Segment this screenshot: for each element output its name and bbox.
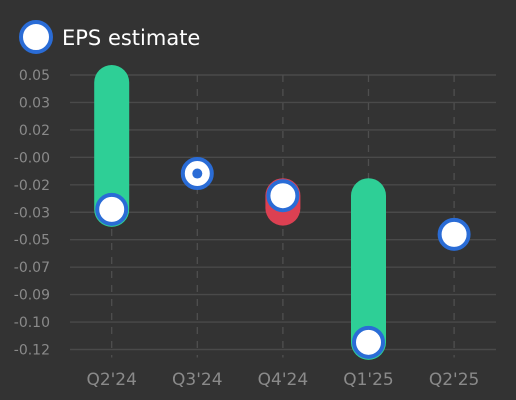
estimate-marker-dot — [192, 168, 203, 179]
y-tick-label: -0.10 — [14, 315, 50, 331]
y-tick-label: -0.00 — [14, 150, 50, 166]
legend[interactable]: EPS estimate — [19, 20, 200, 54]
y-tick-label: 0.02 — [19, 123, 50, 139]
x-tick-label: Q4'24 — [258, 370, 309, 390]
estimate-marker — [266, 179, 300, 213]
x-tick-label: Q2'25 — [429, 370, 480, 390]
y-tick-label: 0.05 — [19, 68, 50, 84]
estimate-marker — [95, 192, 129, 226]
x-tick-label: Q1'25 — [343, 370, 394, 390]
y-tick-label: -0.03 — [14, 205, 50, 221]
legend-marker-icon — [19, 20, 53, 54]
estimate-marker — [352, 325, 385, 359]
y-tick-label: -0.07 — [14, 260, 50, 276]
x-tick-label: Q2'24 — [86, 370, 137, 390]
y-tick-label: -0.09 — [14, 288, 50, 304]
x-axis-ticks: Q2'24 Q3'24 Q4'24 Q1'25 Q2'25 — [86, 370, 479, 390]
y-tick-label: 0.03 — [19, 95, 50, 111]
y-tick-label: -0.12 — [14, 343, 50, 359]
y-tick-label: -0.02 — [14, 178, 50, 194]
beat-bar — [94, 64, 130, 227]
legend-label: EPS estimate — [62, 26, 200, 50]
x-tick-label: Q3'24 — [172, 370, 223, 390]
y-axis-ticks: 0.05 0.03 0.02 -0.00 -0.02 -0.03 -0.05 -0.07 -0.… — [14, 68, 50, 359]
estimate-markers — [95, 157, 471, 359]
estimate-marker — [437, 217, 471, 251]
beat-bar — [351, 178, 386, 360]
y-tick-label: -0.05 — [14, 233, 50, 249]
